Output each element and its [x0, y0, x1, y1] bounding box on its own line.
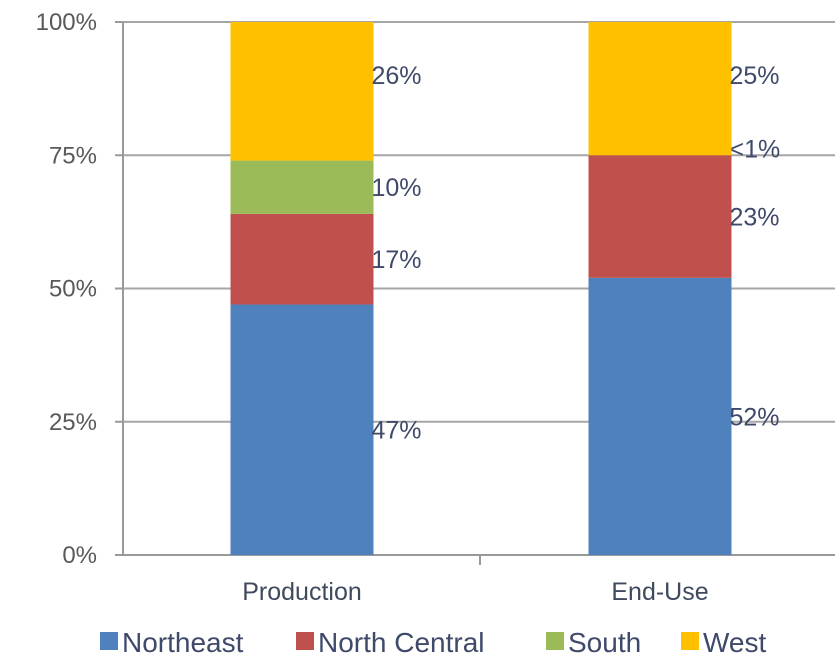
legend-label: Northeast	[122, 627, 244, 658]
bar-segment	[230, 213, 374, 305]
y-tick-label: 25%	[49, 409, 97, 436]
data-label: 47%	[372, 417, 422, 445]
data-label: <1%	[730, 135, 781, 163]
legend-swatch	[546, 632, 564, 650]
y-tick-label: 75%	[49, 142, 97, 169]
y-tick-label: 50%	[49, 276, 97, 303]
data-label: 26%	[372, 62, 422, 90]
legend-label: South	[568, 627, 641, 658]
data-label: 23%	[730, 204, 780, 232]
bar-segment	[588, 277, 732, 555]
bar-segment	[230, 160, 374, 214]
data-label: 52%	[730, 403, 780, 431]
legend-label: West	[703, 627, 766, 658]
legend-swatch	[681, 632, 699, 650]
bar-segment	[230, 22, 374, 161]
data-label: 17%	[372, 246, 422, 274]
bar-segment	[588, 155, 732, 278]
bar-segment	[588, 22, 732, 156]
category-label: End-Use	[611, 578, 708, 606]
legend-label: North Central	[318, 627, 485, 658]
y-tick-label: 100%	[36, 9, 97, 36]
data-label: 10%	[372, 174, 422, 202]
bar-segment	[230, 304, 374, 555]
y-tick-label: 0%	[62, 542, 97, 569]
data-label: 25%	[730, 62, 780, 90]
legend-swatch	[100, 632, 118, 650]
category-label: Production	[242, 578, 362, 606]
legend-swatch	[296, 632, 314, 650]
